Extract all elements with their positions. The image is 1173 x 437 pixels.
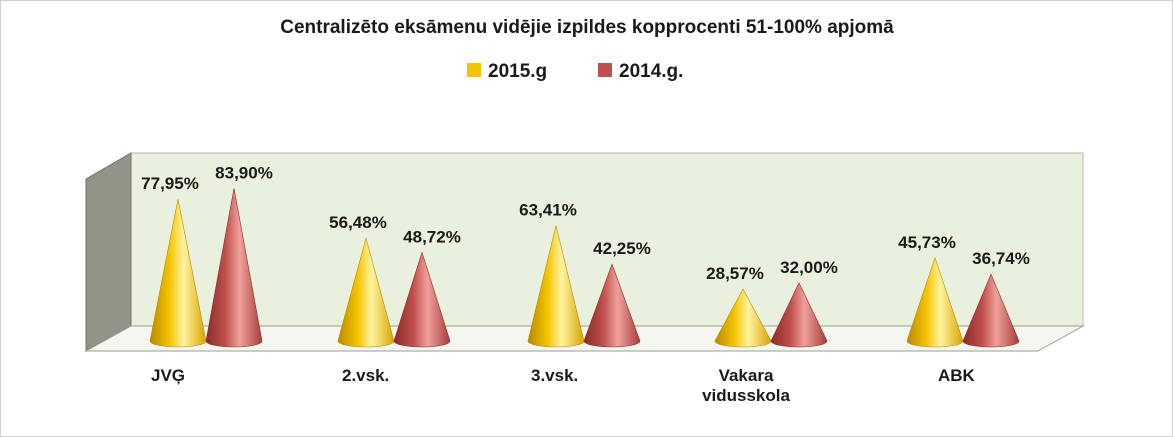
chart-floor xyxy=(84,325,1085,352)
data-label-2015-3: 63,41% xyxy=(519,201,577,220)
cone-2014-5-body xyxy=(962,273,1020,348)
cone-2014-3-body xyxy=(583,263,641,348)
cone-2015-4-body xyxy=(714,288,772,348)
data-label-2014-5: 36,74% xyxy=(972,249,1030,268)
cone-2015-2-body xyxy=(337,237,395,348)
cone-2015-5 xyxy=(906,256,964,348)
data-label-2014-2: 48,72% xyxy=(403,227,461,246)
cone-2014-3 xyxy=(583,263,641,348)
cone-2014-1 xyxy=(205,188,263,348)
data-label-2015-1: 77,95% xyxy=(141,174,199,193)
legend-label-2015: 2015.g xyxy=(488,61,547,82)
cone-2015-4 xyxy=(714,288,772,348)
cone-2015-1 xyxy=(149,199,207,348)
cone-2015-3-body xyxy=(527,225,585,348)
cone-2014-4 xyxy=(770,282,828,348)
x-axis-labels: JVĢ 2.vsk. 3.vsk. Vakara vidusskola ABK xyxy=(151,366,976,405)
data-label-2014-3: 42,25% xyxy=(593,239,651,258)
chart-title: Centralizēto eksāmenu vidējie izpildes k… xyxy=(280,17,894,38)
cone-2014-5 xyxy=(962,273,1020,348)
chart-marks: 77,95% 83,90% 56,48% 48,72% 63,41% 42,25% 28,5… xyxy=(141,163,1030,348)
cone-2014-2-body xyxy=(393,251,451,348)
legend-swatch-2015 xyxy=(467,63,481,77)
cone-2014-2 xyxy=(393,251,451,348)
cone-2015-1-body xyxy=(149,199,207,348)
cone-2015-2 xyxy=(337,237,395,348)
data-label-2015-5: 45,73% xyxy=(898,233,956,252)
x-label-4: Vakara vidusskola xyxy=(702,366,790,405)
cone-2014-4-body xyxy=(770,282,828,348)
x-label-1: JVĢ xyxy=(151,366,185,385)
legend: 2015.g 2014.g. xyxy=(467,61,683,82)
x-label-3: 3.vsk. xyxy=(531,366,578,385)
cone-2014-1-body xyxy=(205,188,263,348)
data-label-2014-1: 83,90% xyxy=(215,163,273,182)
data-label-2015-2: 56,48% xyxy=(329,213,387,232)
legend-swatch-2014 xyxy=(598,63,612,77)
x-label-2: 2.vsk. xyxy=(342,366,389,385)
cone-2015-5-body xyxy=(906,256,964,348)
chart-side-wall xyxy=(85,152,132,352)
legend-label-2014: 2014.g. xyxy=(619,61,683,82)
cone-2015-3 xyxy=(527,225,585,348)
data-label-2015-4: 28,57% xyxy=(706,264,764,283)
x-label-5: ABK xyxy=(938,366,976,385)
data-label-2014-4: 32,00% xyxy=(780,258,838,277)
